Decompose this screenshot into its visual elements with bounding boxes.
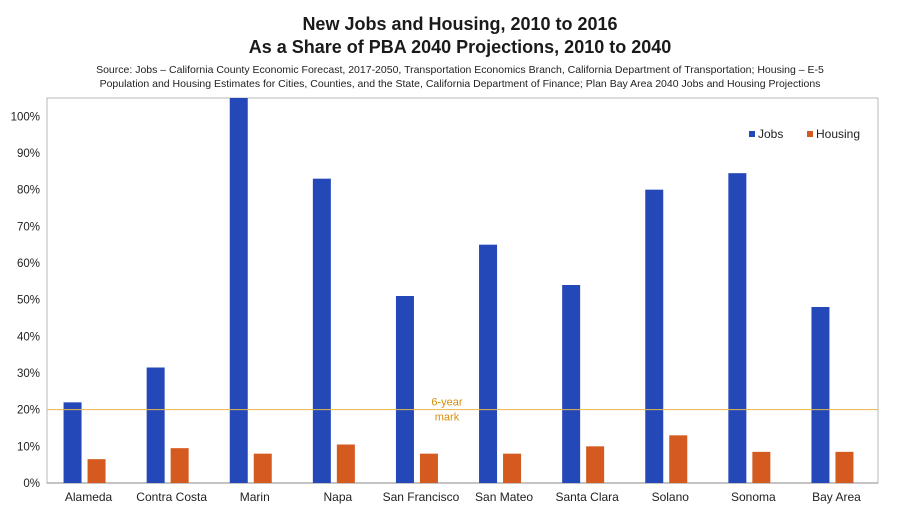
bar-housing-napa xyxy=(336,444,355,483)
legend-label-jobs: Jobs xyxy=(758,127,783,141)
x-category-label: Contra Costa xyxy=(136,490,207,504)
x-category-label: Alameda xyxy=(65,490,113,504)
chart-title-line-2: As a Share of PBA 2040 Projections, 2010… xyxy=(248,37,672,57)
bar-jobs-alameda xyxy=(63,402,82,483)
y-tick-label: 90% xyxy=(17,148,40,160)
x-category-label: Solano xyxy=(652,490,690,504)
bar-housing-marin xyxy=(253,453,272,483)
bar-housing-san-francisco xyxy=(419,453,438,483)
source-note-line-2: Population and Housing Estimates for Cit… xyxy=(99,78,821,90)
source-note-line-1: Source: Jobs – California County Economi… xyxy=(96,64,824,76)
chart-title-line-1: New Jobs and Housing, 2010 to 2016 xyxy=(302,14,618,34)
y-tick-label: 60% xyxy=(17,258,40,270)
bar-housing-san-mateo xyxy=(503,453,522,483)
y-tick-label: 70% xyxy=(17,221,40,233)
legend-swatch-housing xyxy=(807,131,813,137)
x-category-label: Bay Area xyxy=(812,490,861,504)
x-category-label: Santa Clara xyxy=(555,490,619,504)
six-year-mark-label-line-1: 6-year xyxy=(431,397,463,409)
bar-jobs-san-mateo xyxy=(479,244,498,483)
legend-label-housing: Housing xyxy=(816,127,860,141)
y-tick-label: 10% xyxy=(17,441,40,453)
bar-jobs-marin xyxy=(229,98,248,483)
bar-jobs-san-francisco xyxy=(395,296,414,483)
bar-housing-contra-costa xyxy=(170,448,189,483)
bar-jobs-solano xyxy=(645,189,664,483)
bar-jobs-sonoma xyxy=(728,173,747,483)
y-tick-label: 20% xyxy=(17,405,40,417)
x-category-label: Marin xyxy=(240,490,270,504)
x-category-label: Sonoma xyxy=(731,490,776,504)
legend-swatch-jobs xyxy=(749,131,755,137)
bar-jobs-bay-area xyxy=(811,307,830,483)
x-category-label: San Mateo xyxy=(475,490,533,504)
bar-housing-santa-clara xyxy=(586,446,605,483)
x-category-label: Napa xyxy=(324,490,353,504)
y-tick-label: 40% xyxy=(17,331,40,343)
bar-jobs-napa xyxy=(312,178,331,483)
bar-housing-bay-area xyxy=(835,451,854,483)
bar-jobs-santa-clara xyxy=(562,285,581,483)
bar-housing-alameda xyxy=(87,459,106,483)
bar-housing-solano xyxy=(669,435,688,483)
y-tick-label: 50% xyxy=(17,295,40,307)
six-year-mark-label-line-2: mark xyxy=(435,412,460,424)
y-tick-label: 100% xyxy=(11,111,40,123)
y-tick-label: 80% xyxy=(17,185,40,197)
plot-area-frame xyxy=(46,97,879,484)
bar-housing-sonoma xyxy=(752,451,771,483)
y-tick-label: 30% xyxy=(17,368,40,380)
x-category-label: San Francisco xyxy=(383,490,460,504)
bar-jobs-contra-costa xyxy=(146,367,165,483)
y-tick-label: 0% xyxy=(23,478,40,490)
